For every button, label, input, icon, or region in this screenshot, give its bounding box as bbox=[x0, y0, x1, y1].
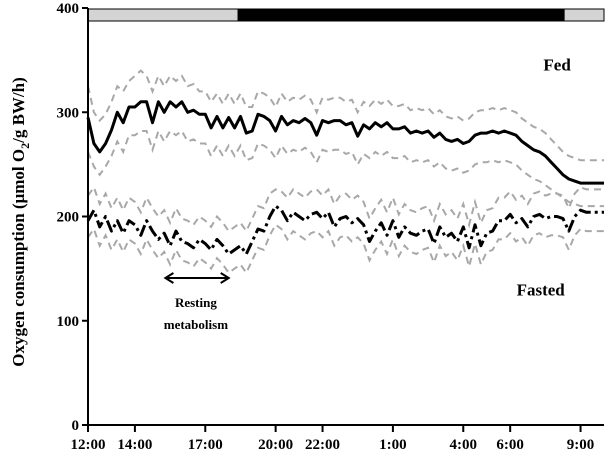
x-tick-label: 22:00 bbox=[305, 437, 340, 453]
x-tick-label: 14:00 bbox=[117, 437, 152, 453]
fasted-lower-band bbox=[87, 223, 604, 275]
dark-period-segment-1 bbox=[237, 8, 565, 22]
series-labels: Fed Fasted bbox=[517, 56, 572, 300]
confidence-bands bbox=[87, 69, 604, 275]
x-tick-label: 12:00 bbox=[71, 437, 106, 453]
annotation-arrow-left-head bbox=[163, 272, 174, 284]
y-ticks: 0 100 200 300 400 bbox=[57, 1, 88, 434]
light-dark-bar bbox=[87, 8, 605, 22]
x-tick-label: 1:00 bbox=[379, 437, 407, 453]
x-tick-label: 20:00 bbox=[258, 437, 293, 453]
x-ticks: 12:00 14:00 17:00 20:00 22:00 1:00 4:00 6:00 9:0… bbox=[71, 425, 595, 453]
fasted-upper-band bbox=[87, 185, 604, 234]
y-tick-label: 400 bbox=[57, 1, 80, 17]
x-tick-label: 9:00 bbox=[567, 437, 595, 453]
light-period-segment-0 bbox=[87, 8, 239, 22]
y-tick-label: 100 bbox=[57, 314, 80, 330]
annotation-text-line: metabolism bbox=[164, 317, 228, 332]
y-tick-label: 0 bbox=[72, 418, 80, 434]
y-tick-label: 200 bbox=[57, 210, 80, 226]
fasted-series-label: Fasted bbox=[517, 281, 566, 300]
fasted-series-line bbox=[86, 204, 604, 256]
annotation-arrow-right-head bbox=[220, 272, 231, 284]
y-axis-label: Oxygen consumption (μmol O2/g BW/h) bbox=[9, 77, 32, 367]
x-tick-label: 6:00 bbox=[496, 437, 524, 453]
x-tick-label: 17:00 bbox=[188, 437, 223, 453]
y-tick-label: 300 bbox=[57, 105, 80, 121]
x-tick-label: 4:00 bbox=[450, 437, 478, 453]
resting-metabolism-annotation: Resting metabolism bbox=[163, 272, 231, 332]
fed-series-label: Fed bbox=[543, 56, 571, 75]
fed-series-line bbox=[86, 100, 604, 185]
fed-upper-band bbox=[87, 69, 604, 162]
light-period-segment-2 bbox=[563, 8, 605, 22]
annotation-text-line: Resting bbox=[175, 295, 217, 310]
fed-lower-band bbox=[87, 128, 604, 208]
series-lines bbox=[86, 100, 604, 256]
